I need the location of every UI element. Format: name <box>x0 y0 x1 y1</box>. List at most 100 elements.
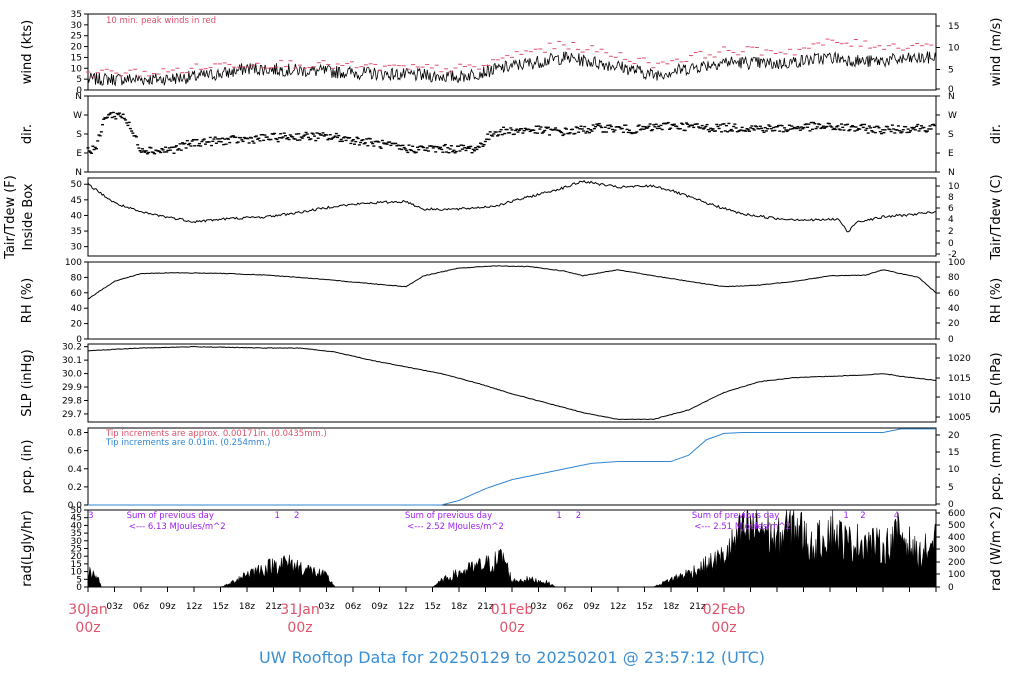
tick-label-right-rh: 20 <box>948 319 960 329</box>
tick-label-left-rad: 15 <box>71 560 82 570</box>
tick-label-right-slp: 1015 <box>948 374 971 384</box>
tick-label-right-temp: 0 <box>948 239 954 249</box>
tick-label-left-temp: 30 <box>71 243 83 253</box>
series-rh <box>87 265 937 300</box>
time-tick-label: 18z <box>239 602 255 612</box>
tick-label-left-dir: W <box>73 111 82 121</box>
tick-label-left-wind: 10 <box>71 64 83 74</box>
tick-label-right-rad: 0 <box>948 583 954 593</box>
panel-frame-slp <box>87 343 937 423</box>
time-tick-label: 06z <box>557 602 573 612</box>
tick-label-left-rh: 40 <box>71 304 83 314</box>
tick-label-right-pcp: 10 <box>948 465 960 475</box>
tick-label-left-dir: E <box>76 149 82 159</box>
time-tick-label: 12z <box>186 602 202 612</box>
series-pcp <box>88 428 936 506</box>
time-tick-label: 21z <box>477 602 493 612</box>
series-radiation <box>87 509 937 588</box>
rad-marker-7: 4 <box>894 511 899 521</box>
tick-label-right-rad: 500 <box>948 521 965 531</box>
time-tick-label: 03z <box>318 602 334 612</box>
date-time-label-1: 00z <box>287 620 312 636</box>
tick-label-right-temp: 2 <box>948 227 954 237</box>
rad-marker-3: 1 <box>556 511 561 521</box>
date-time-label-0: 00z <box>75 620 100 636</box>
tick-label-right-wind: 15 <box>948 22 959 32</box>
tick-label-left-temp: 50 <box>71 180 83 190</box>
tick-label-right-rh: 80 <box>948 273 960 283</box>
tick-label-left-rad: 40 <box>71 521 83 531</box>
tick-label-right-wind: 10 <box>948 44 960 54</box>
ylabel-right-dir: dir. <box>989 124 1004 144</box>
tick-label-right-rad: 300 <box>948 545 965 555</box>
tick-label-left-rad: 0 <box>76 583 82 593</box>
ylabel-right-temp: Tair/Tdew (C) <box>989 174 1004 260</box>
tick-label-left-slp: 30.0 <box>62 370 82 380</box>
tick-label-left-pcp: 0.4 <box>68 465 83 475</box>
tick-label-right-dir: W <box>948 111 957 121</box>
tick-label-right-wind: 5 <box>948 66 954 76</box>
ylabel-left-pcp: pcp. (in) <box>20 440 35 494</box>
tick-label-left-rh: 80 <box>71 273 83 283</box>
tick-label-right-rh: 40 <box>948 304 960 314</box>
date-label-1: 31Jan <box>280 602 319 618</box>
chart-footer-title: UW Rooftop Data for 20250129 to 20250201… <box>258 648 766 667</box>
panel-frame-rh <box>87 261 937 340</box>
tick-label-right-dir: N <box>948 168 955 178</box>
time-tick-label: 06z <box>345 602 361 612</box>
tick-label-left-wind: 15 <box>71 53 82 63</box>
tick-label-right-rad: 600 <box>948 509 965 519</box>
time-tick-label: 09z <box>371 602 387 612</box>
ylabel-left-wind: wind (kts) <box>20 20 35 84</box>
tick-label-left-rh: 100 <box>65 258 82 268</box>
time-tick-label: 09z <box>159 602 175 612</box>
rad-marker-4: 2 <box>576 511 581 521</box>
tick-label-left-dir: N <box>75 92 82 102</box>
tick-label-right-rad: 400 <box>948 533 965 543</box>
tick-label-right-temp: 10 <box>948 182 960 192</box>
daily-sum-value-0: <--- 6.13 MJoules/m^2 <box>129 522 226 532</box>
ylabel-left-temp: Tair/Tdew (F) <box>3 175 18 260</box>
pcp-annotation-small: Tip increments are approx. 0.00171in. (0… <box>105 429 327 439</box>
daily-sum-value-2: <--- 2.51 MJoules/m^2 <box>694 522 791 532</box>
tick-label-left-pcp: 0.8 <box>68 429 83 439</box>
tick-label-left-temp: 35 <box>71 227 82 237</box>
date-label-2: 01Feb <box>491 602 534 618</box>
tick-label-right-pcp: 15 <box>948 448 959 458</box>
ylabel-left-dir: dir. <box>20 124 35 144</box>
time-tick-label: 12z <box>610 602 626 612</box>
date-label-3: 02Feb <box>703 602 746 618</box>
tick-label-right-slp: 1005 <box>948 413 971 423</box>
tick-label-right-pcp: 0 <box>948 500 954 510</box>
tick-label-left-wind: 5 <box>76 75 82 85</box>
tick-label-right-wind: 0 <box>948 85 954 95</box>
ylabel-right-rad: rad (W/m^2) <box>989 506 1004 591</box>
date-label-0: 30Jan <box>68 602 107 618</box>
tick-label-left-pcp: 0.2 <box>68 483 82 493</box>
tick-label-left-temp: 45 <box>71 196 82 206</box>
rad-marker-5: 1 <box>843 511 848 521</box>
daily-sum-label-1: Sum of previous day <box>405 511 492 521</box>
time-tick-label: 09z <box>583 602 599 612</box>
time-tick-label: 15z <box>424 602 440 612</box>
tick-label-left-rh: 0 <box>76 335 82 345</box>
date-time-label-2: 00z <box>499 620 524 636</box>
rad-marker-1: 1 <box>275 511 280 521</box>
tick-label-right-pcp: 5 <box>948 483 954 493</box>
tick-label-right-temp: 4 <box>948 215 954 225</box>
tick-label-right-temp: 6 <box>948 204 954 214</box>
rad-marker-0: 3 <box>88 511 93 521</box>
tick-label-right-dir: N <box>948 92 955 102</box>
tick-label-left-pcp: 0.6 <box>68 447 83 457</box>
tick-label-left-rad: 30 <box>71 537 83 547</box>
ylabel-left-rad: rad(Lgly/hr) <box>20 510 35 586</box>
tick-label-left-wind: 35 <box>71 10 82 20</box>
tick-label-right-slp: 1020 <box>948 354 971 364</box>
tick-label-right-pcp: 20 <box>948 431 960 441</box>
tick-label-right-temp: 8 <box>948 193 954 203</box>
tick-label-left-wind: 25 <box>71 32 82 42</box>
tick-label-right-rh: 100 <box>948 258 965 268</box>
pcp-annotation-large: Tip increments are 0.01in. (0.254mm.) <box>105 438 270 448</box>
time-tick-label: 03z <box>106 602 122 612</box>
